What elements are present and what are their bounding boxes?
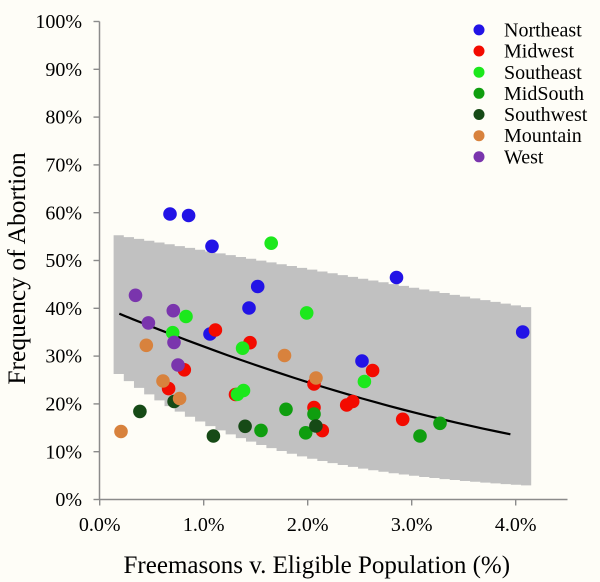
svg-text:Northeast: Northeast	[504, 20, 582, 42]
svg-text:West: West	[504, 146, 544, 168]
svg-text:4.0%: 4.0%	[495, 514, 537, 536]
svg-text:30%: 30%	[45, 346, 82, 368]
svg-text:Southeast: Southeast	[504, 62, 582, 84]
svg-text:80%: 80%	[45, 107, 82, 129]
svg-text:40%: 40%	[45, 298, 82, 320]
svg-text:0.0%: 0.0%	[79, 514, 121, 536]
svg-text:1.0%: 1.0%	[183, 514, 225, 536]
svg-text:Mountain: Mountain	[504, 125, 582, 147]
svg-text:MidSouth: MidSouth	[504, 83, 584, 105]
svg-text:Freemasons v. Eligible Populat: Freemasons v. Eligible Population (%)	[124, 552, 511, 579]
svg-text:20%: 20%	[45, 394, 82, 416]
svg-text:70%: 70%	[45, 155, 82, 177]
svg-text:3.0%: 3.0%	[391, 514, 433, 536]
svg-text:10%: 10%	[45, 441, 82, 463]
svg-text:Southwest: Southwest	[504, 104, 588, 126]
svg-text:Midwest: Midwest	[504, 41, 574, 63]
svg-text:60%: 60%	[45, 202, 82, 224]
svg-text:Frequency of Abortion: Frequency of Abortion	[2, 152, 31, 385]
svg-text:50%: 50%	[45, 250, 82, 272]
svg-text:2.0%: 2.0%	[287, 514, 329, 536]
svg-text:0%: 0%	[55, 489, 82, 511]
svg-text:100%: 100%	[35, 11, 82, 33]
svg-text:90%: 90%	[45, 59, 82, 81]
